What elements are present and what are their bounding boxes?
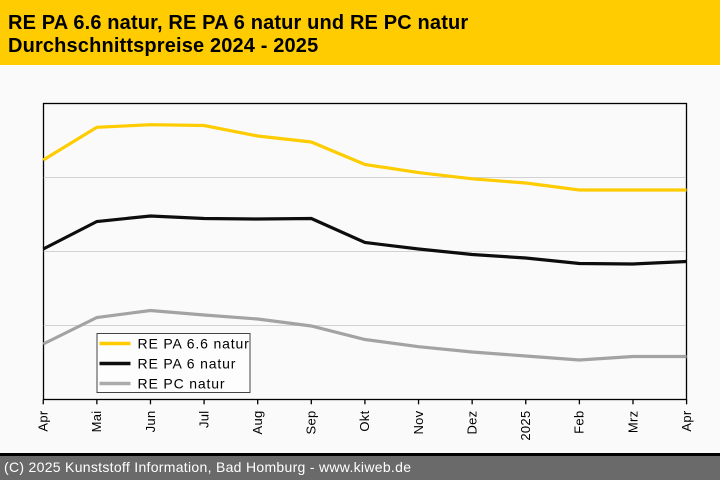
svg-text:Nov: Nov — [411, 410, 426, 434]
svg-text:Mai: Mai — [89, 411, 104, 433]
svg-text:RE PC natur: RE PC natur — [138, 376, 226, 392]
svg-text:RE PA 6.6 natur: RE PA 6.6 natur — [138, 336, 250, 352]
svg-text:Jun: Jun — [143, 411, 158, 433]
svg-text:2025: 2025 — [518, 411, 533, 441]
svg-text:Okt: Okt — [357, 410, 372, 431]
svg-text:Dez: Dez — [464, 411, 479, 435]
svg-text:Sep: Sep — [304, 411, 319, 435]
svg-text:Aug: Aug — [250, 411, 265, 435]
svg-text:Feb: Feb — [572, 411, 587, 434]
svg-text:Apr: Apr — [679, 410, 694, 432]
svg-text:Mrz: Mrz — [625, 411, 640, 434]
svg-text:Jul: Jul — [196, 411, 211, 429]
svg-text:Apr: Apr — [36, 410, 51, 432]
svg-text:RE PA 6 natur: RE PA 6 natur — [138, 356, 237, 372]
